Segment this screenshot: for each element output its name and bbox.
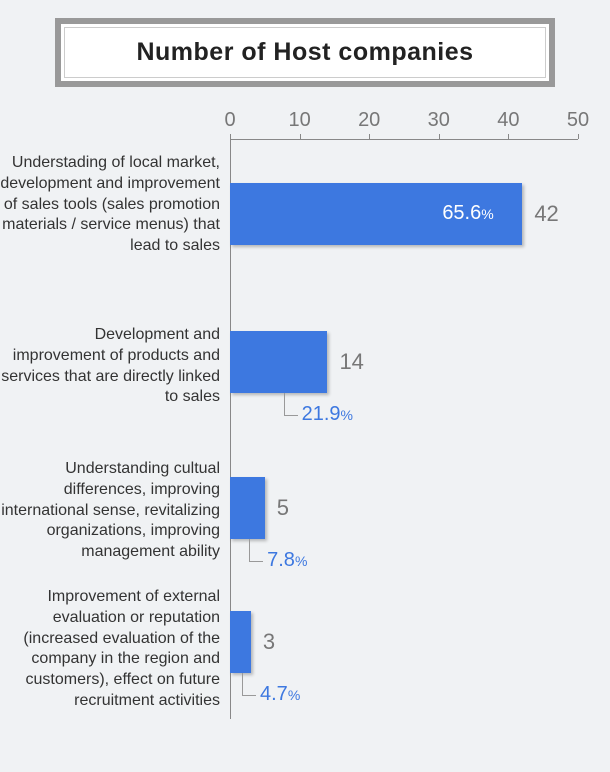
bar: [230, 331, 327, 393]
x-tick-label: 40: [497, 109, 519, 132]
x-tick-label: 10: [288, 109, 310, 132]
title-frame: Number of Host companies: [55, 18, 555, 87]
y-labels-column: Understading of local market, developmen…: [0, 109, 230, 719]
x-tick-label: 20: [358, 109, 380, 132]
callout-line-horizontal: [284, 415, 298, 416]
chart-area: Understading of local market, developmen…: [0, 109, 610, 719]
callout-line-horizontal: [249, 561, 263, 562]
title-frame-inner: Number of Host companies: [64, 27, 546, 78]
callout-line-horizontal: [242, 695, 256, 696]
callout-line-vertical: [249, 539, 250, 561]
bar: [230, 477, 265, 539]
bar-value: 42: [534, 201, 558, 227]
x-tick-label: 30: [428, 109, 450, 132]
bar-pct-below: 21.9%: [302, 403, 353, 426]
x-tick-mark: [300, 134, 301, 139]
x-tick-mark: [508, 134, 509, 139]
x-tick-mark: [439, 134, 440, 139]
x-tick-mark: [230, 134, 231, 139]
bar-value: 3: [263, 629, 275, 655]
bar-value: 14: [339, 349, 363, 375]
x-tick-label: 50: [567, 109, 589, 132]
callout-line-vertical: [284, 393, 285, 415]
bar-pct-below: 7.8%: [267, 549, 307, 572]
bar-value: 5: [277, 495, 289, 521]
bar-label: Understading of local market, developmen…: [0, 153, 220, 257]
x-axis-line: [230, 139, 578, 140]
bar-label: Development and improvement of products …: [0, 325, 220, 408]
x-tick-label: 0: [224, 109, 235, 132]
bar-label: Understanding cultual differences, impro…: [0, 459, 220, 563]
x-tick-mark: [578, 134, 579, 139]
x-tick-mark: [369, 134, 370, 139]
bar-label: Improvement of external evaluation or re…: [0, 587, 220, 712]
bar: [230, 611, 251, 673]
chart-title: Number of Host companies: [73, 38, 537, 67]
plot-area: 0102030405065.6%421421.9%57.8%34.7%: [230, 109, 600, 719]
callout-line-vertical: [242, 673, 243, 695]
bar-pct-inside: 65.6%: [442, 202, 493, 225]
bar-pct-below: 4.7%: [260, 683, 300, 706]
